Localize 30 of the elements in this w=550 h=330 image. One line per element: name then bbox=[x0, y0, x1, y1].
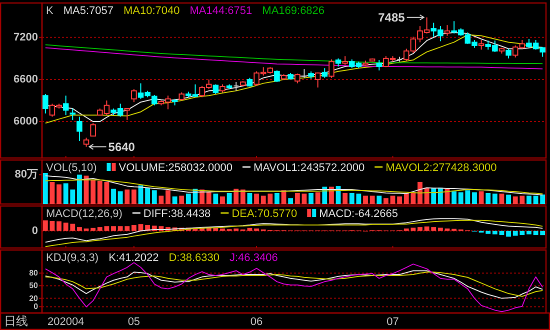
chart-title: MACD(12,26,9) bbox=[46, 208, 122, 220]
y-tick-label: 6600 bbox=[14, 73, 38, 86]
legend-label: VOLUME:258032.0000 bbox=[118, 162, 232, 174]
y-tick-label: 7200 bbox=[14, 31, 38, 44]
annotation: 5640 bbox=[108, 140, 136, 154]
x-tick-label: 05 bbox=[128, 316, 140, 328]
text: MA169:6826 bbox=[262, 5, 325, 17]
legend-label: MACD:-64.2665 bbox=[319, 208, 398, 220]
x-tick-label: 202004 bbox=[47, 316, 84, 328]
x-tick-label: 07 bbox=[386, 316, 399, 328]
y-tick-label: 80万 bbox=[14, 168, 38, 181]
legend-label: DEA:70.5770 bbox=[232, 208, 298, 220]
series-label: J:46.3406 bbox=[230, 252, 278, 264]
y-tick-label: 6000 bbox=[14, 116, 38, 128]
text: 日线 bbox=[4, 314, 28, 328]
legend-label: MAVOL1:243572.2000 bbox=[254, 162, 365, 174]
chart-title: VOL(5,10) bbox=[46, 162, 97, 174]
annotation: 7485 bbox=[378, 10, 406, 24]
text: MA10:7040 bbox=[124, 5, 180, 17]
legend-label: DIFF:38.4438 bbox=[143, 208, 211, 220]
chart-title: KDJ(9,3,3) bbox=[46, 252, 99, 264]
text: MA5:7057 bbox=[63, 5, 114, 17]
series-label: K:41.2022 bbox=[108, 252, 159, 264]
text: MA144:6751 bbox=[190, 5, 252, 17]
x-tick-label: 06 bbox=[250, 316, 263, 328]
annotation: 5640 bbox=[88, 140, 135, 154]
chart-title: K bbox=[46, 5, 54, 17]
legend-label: MAVOL2:277428.3000 bbox=[386, 162, 497, 174]
annotation: 7485 bbox=[378, 10, 425, 24]
series-label: D:38.6330 bbox=[168, 252, 220, 264]
